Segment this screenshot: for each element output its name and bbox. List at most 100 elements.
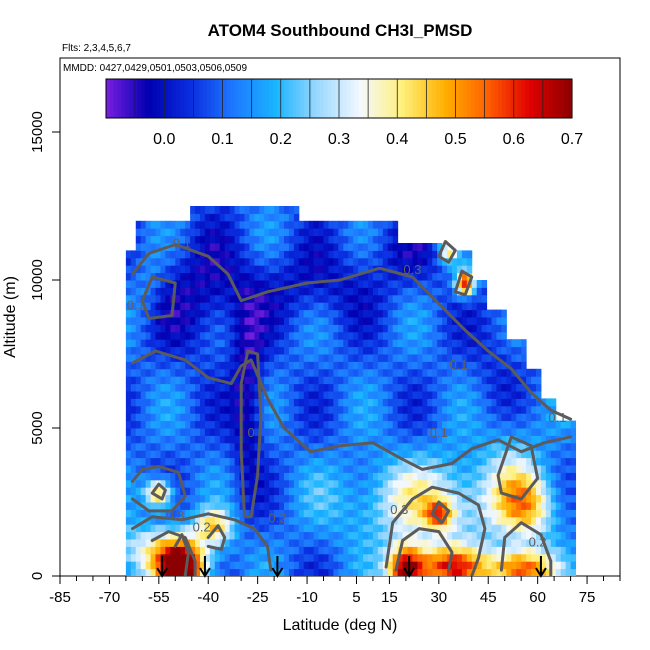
heatmap-cell — [269, 243, 275, 251]
heatmap-cell — [170, 539, 176, 547]
heatmap-cell — [516, 516, 522, 525]
heatmap-cell — [249, 398, 255, 407]
heatmap-cell — [570, 450, 577, 459]
heatmap-cell — [550, 428, 557, 436]
heatmap-cell — [190, 213, 196, 222]
heatmap-cell — [318, 309, 325, 318]
heatmap-cell — [372, 220, 379, 229]
heatmap-cell — [234, 553, 241, 562]
heatmap-cell — [274, 487, 280, 496]
heatmap-cell — [274, 302, 280, 311]
heatmap-cell — [555, 465, 562, 473]
heatmap-cell — [432, 250, 438, 259]
heatmap-cell — [461, 339, 468, 348]
heatmap-cell — [392, 324, 399, 333]
heatmap-cell — [412, 413, 418, 422]
colorbar-swatch — [304, 79, 309, 118]
heatmap-cell — [150, 339, 157, 348]
heatmap-cell — [274, 383, 280, 392]
heatmap-cell — [254, 257, 260, 266]
heatmap-cell — [536, 531, 542, 540]
heatmap-cell — [279, 428, 285, 436]
heatmap-cell — [387, 568, 394, 576]
heatmap-cell — [521, 361, 527, 370]
heatmap-cell — [565, 487, 572, 496]
heatmap-cell — [531, 405, 537, 414]
heatmap-cell — [343, 553, 349, 562]
heatmap-cell — [239, 309, 245, 318]
heatmap-cell — [402, 391, 409, 399]
heatmap-cell — [526, 546, 532, 555]
heatmap-cell — [170, 265, 176, 274]
heatmap-cell — [274, 450, 280, 459]
heatmap-cell — [269, 228, 275, 237]
heatmap-cell — [536, 524, 542, 533]
heatmap-cell — [353, 220, 359, 229]
heatmap-cell — [190, 257, 196, 266]
heatmap-cell — [481, 324, 488, 333]
heatmap-cell — [511, 428, 517, 436]
heatmap-cell — [377, 502, 384, 510]
heatmap-cell — [274, 442, 280, 451]
heatmap-cell — [264, 450, 270, 459]
heatmap-cell — [274, 428, 280, 436]
chart-title: ATOM4 Southbound CH3I_PMSD — [208, 21, 473, 40]
heatmap-cell — [521, 420, 527, 429]
heatmap-cell — [412, 331, 418, 340]
heatmap-cell — [293, 487, 300, 496]
heatmap-cell — [204, 346, 211, 355]
contour-line — [206, 524, 227, 551]
heatmap-cell — [392, 509, 399, 518]
heatmap-cell — [565, 561, 572, 570]
heatmap-cell — [175, 472, 181, 481]
heatmap-cell — [491, 391, 497, 399]
heatmap-cell — [382, 346, 389, 355]
heatmap-cell — [422, 376, 428, 385]
heatmap-cell — [348, 524, 354, 533]
heatmap-cell — [135, 553, 142, 562]
heatmap-cell — [531, 398, 537, 407]
heatmap-cell — [422, 420, 428, 429]
heatmap-cell — [565, 546, 572, 555]
heatmap-cell — [298, 561, 305, 570]
heatmap-cell — [279, 435, 285, 444]
heatmap-cell — [545, 457, 552, 466]
heatmap-cell — [269, 465, 275, 473]
heatmap-cell — [219, 479, 226, 488]
heatmap-cell — [407, 287, 413, 296]
heatmap-cell — [303, 405, 310, 414]
heatmap-cell — [224, 368, 231, 377]
heatmap-cell — [363, 539, 369, 547]
heatmap-cell — [511, 561, 517, 570]
heatmap-cell — [308, 509, 315, 518]
heatmap-cell — [219, 391, 226, 399]
heatmap-cell — [313, 272, 320, 281]
heatmap-cell — [377, 354, 384, 362]
heatmap-cell — [224, 494, 231, 503]
heatmap-cell — [185, 265, 191, 274]
heatmap-cell — [318, 502, 325, 510]
heatmap-cell — [402, 302, 409, 311]
heatmap-cell — [180, 568, 186, 576]
heatmap-cell — [392, 346, 399, 355]
heatmap-cell — [540, 465, 547, 473]
heatmap-cell — [417, 539, 423, 547]
heatmap-cell — [269, 413, 275, 422]
heatmap-cell — [343, 376, 349, 385]
heatmap-cell — [308, 435, 315, 444]
heatmap-cell — [363, 309, 369, 318]
colorbar-swatch — [370, 79, 375, 118]
heatmap-cell — [323, 287, 329, 296]
heatmap-cell — [333, 487, 339, 496]
heatmap-cell — [175, 413, 181, 422]
heatmap-cell — [318, 479, 325, 488]
heatmap-cell — [303, 317, 310, 325]
heatmap-cell — [303, 243, 310, 251]
heatmap-cell — [348, 509, 354, 518]
heatmap-cell — [145, 302, 152, 311]
heatmap-cell — [200, 531, 206, 540]
heatmap-cell — [555, 494, 562, 503]
heatmap-cell — [338, 391, 344, 399]
heatmap-cell — [511, 450, 517, 459]
heatmap-cell — [155, 250, 161, 259]
